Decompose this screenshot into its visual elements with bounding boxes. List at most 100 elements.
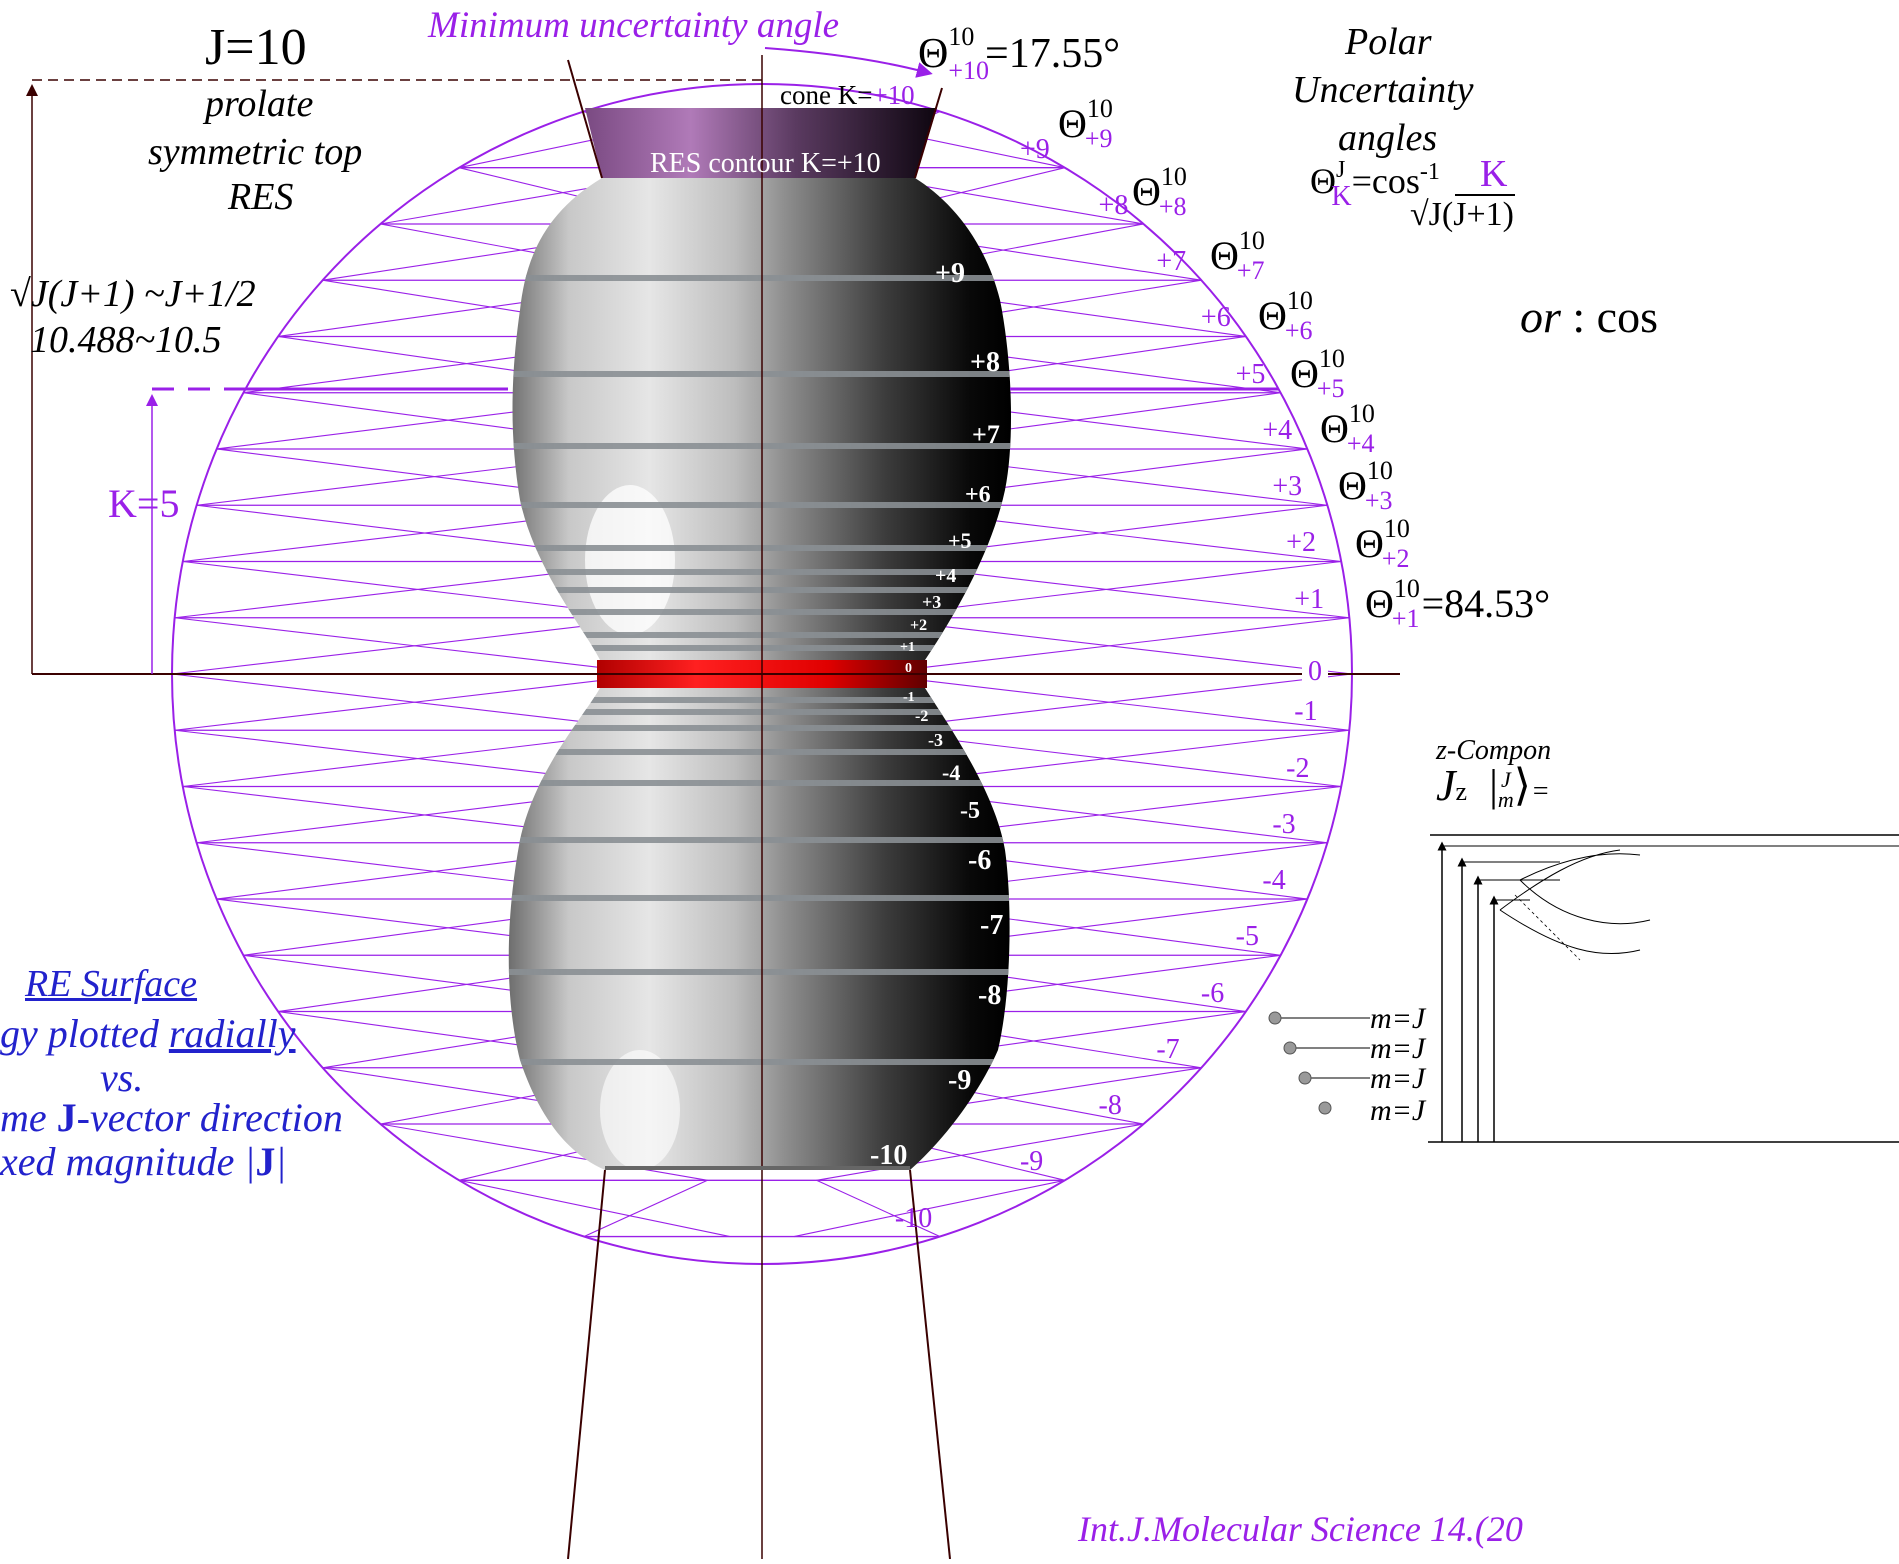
web-diagonal: [174, 673, 656, 731]
web-diagonal: [380, 1123, 708, 1181]
k-level-label: -10: [894, 1202, 933, 1234]
k-level-label: -1: [1294, 696, 1318, 728]
surface-k-label: +9: [935, 258, 965, 289]
surface-k-label: -9: [948, 1065, 972, 1096]
k-level-label: +3: [1272, 471, 1303, 503]
formula-fraction-bar: [1455, 194, 1515, 196]
theta-plus5-label: Θ10+5: [1290, 344, 1345, 403]
contour-band: [508, 749, 1012, 755]
surface-k-label: +4: [935, 565, 957, 587]
contour-band: [508, 725, 1012, 731]
res-label: RES: [228, 176, 294, 218]
web-diagonal: [583, 1179, 708, 1238]
contour-band: [508, 895, 1012, 901]
theta-plus8-label: Θ10+8: [1132, 162, 1187, 221]
k-level-label: -8: [1098, 1090, 1122, 1122]
contour-band: [508, 709, 1012, 715]
k-level-label: -2: [1286, 752, 1310, 784]
contour-band: [508, 275, 1012, 281]
sqrt-magnitude-label: √J(J+1) ~J+1/2: [10, 273, 256, 315]
contour-band: [508, 632, 1012, 638]
res-contour-label: RES contour K=+10: [650, 148, 881, 179]
min-uncertainty-arc: [764, 47, 933, 78]
contour-band: [508, 443, 1012, 449]
surface-k-label: -5: [960, 798, 980, 824]
specular-highlight-lower: [600, 1050, 680, 1170]
theta-plus6-label: Θ10+6: [1258, 286, 1313, 345]
cone-line-left-bottom: [567, 1169, 606, 1560]
k-level-label: -4: [1262, 865, 1286, 897]
k-level-label: +7: [1156, 246, 1187, 278]
contour-band: [508, 645, 1012, 651]
theta-plus7-label: Θ10+7: [1210, 226, 1265, 285]
cone-line-left-top: [567, 59, 603, 179]
web-diagonal: [867, 617, 1353, 675]
surface-k-label: +3: [922, 592, 942, 612]
web-diagonal: [816, 1123, 1144, 1181]
citation: Int.J.Molecular Science 14.(20: [1078, 1509, 1523, 1549]
m-label-2: m=J: [1370, 1032, 1426, 1065]
zcomp-inset: [1268, 834, 1899, 1143]
surface-k-label: +8: [970, 347, 1000, 378]
contour-band: [508, 697, 1012, 703]
k-level-label: +4: [1262, 414, 1293, 446]
prolate-label: prolate: [205, 83, 314, 125]
surface-k-label: 0: [905, 661, 912, 676]
k-level-label: -7: [1156, 1033, 1180, 1065]
re-surface-line3: vs.: [100, 1055, 144, 1100]
theta-plus10-label: Θ10+10=17.55°: [918, 22, 1120, 85]
surface-k-label: -1: [903, 690, 915, 705]
m-label-1: m=J: [1370, 1002, 1426, 1035]
contour-bands: [508, 275, 1012, 1065]
cone-k-label: cone K=+10: [780, 80, 915, 110]
surface-k-label: -2: [915, 708, 929, 725]
symmetric-top-label: symmetric top: [148, 131, 363, 173]
re-surface-line4: me J-vector direction: [0, 1095, 343, 1140]
k-level-label: +8: [1098, 189, 1129, 221]
specular-highlight: [585, 485, 675, 635]
re-surface-line5: xed magnitude |J|: [0, 1139, 287, 1184]
polar-title-line2: Uncertainty: [1292, 69, 1474, 111]
theta-plus9-label: Θ10+9: [1058, 94, 1113, 153]
web-diagonal: [868, 673, 1350, 731]
surface-k-label: +2: [910, 617, 928, 634]
formula-denominator: √J(J+1): [1410, 196, 1514, 233]
theta-plus1-label: Θ10+1=84.53°: [1365, 574, 1551, 633]
contour-band: [508, 569, 1012, 575]
surface-k-label: -7: [980, 910, 1004, 941]
surface-k-label: -4: [942, 760, 961, 785]
contour-band: [508, 609, 1012, 615]
formula-numerator: K: [1480, 153, 1508, 195]
contour-band: [508, 780, 1012, 786]
zcomp-label: z-Compon: [1436, 735, 1552, 766]
k5-label: K=5: [108, 481, 180, 526]
contour-band: [508, 371, 1012, 377]
k-level-label: -6: [1200, 977, 1225, 1009]
web-diagonal: [171, 617, 657, 675]
k-level-label: +1: [1294, 583, 1325, 615]
web-diagonal: [793, 1179, 1066, 1238]
web-diagonal: [458, 1179, 731, 1238]
theta-formula: ΘJK=cos-1: [1310, 157, 1440, 212]
k-level-label: 0: [1302, 656, 1328, 688]
k-level-label: -3: [1272, 808, 1296, 840]
theta-plus3-label: Θ10+3: [1338, 456, 1393, 515]
contour-band: [508, 1059, 1012, 1065]
contour-band: [508, 837, 1012, 843]
contour-band: [508, 969, 1012, 975]
surface-k-label: -10: [870, 1140, 908, 1171]
k-level-label: +9: [1019, 133, 1050, 165]
surface-k-label: -8: [978, 980, 1002, 1011]
polar-title-line1: Polar: [1345, 21, 1432, 63]
k-level-label: -9: [1019, 1146, 1044, 1178]
k-level-label: +2: [1286, 527, 1316, 559]
contour-band: [508, 502, 1012, 508]
polar-title-line3: angles: [1338, 117, 1438, 159]
surface-k-label: -3: [928, 730, 943, 750]
theta-plus2-label: Θ10+2: [1355, 514, 1410, 573]
web-diagonal: [816, 1179, 941, 1238]
cone-line-right-bottom: [909, 1169, 951, 1560]
surface-k-label: +7: [972, 420, 1000, 449]
